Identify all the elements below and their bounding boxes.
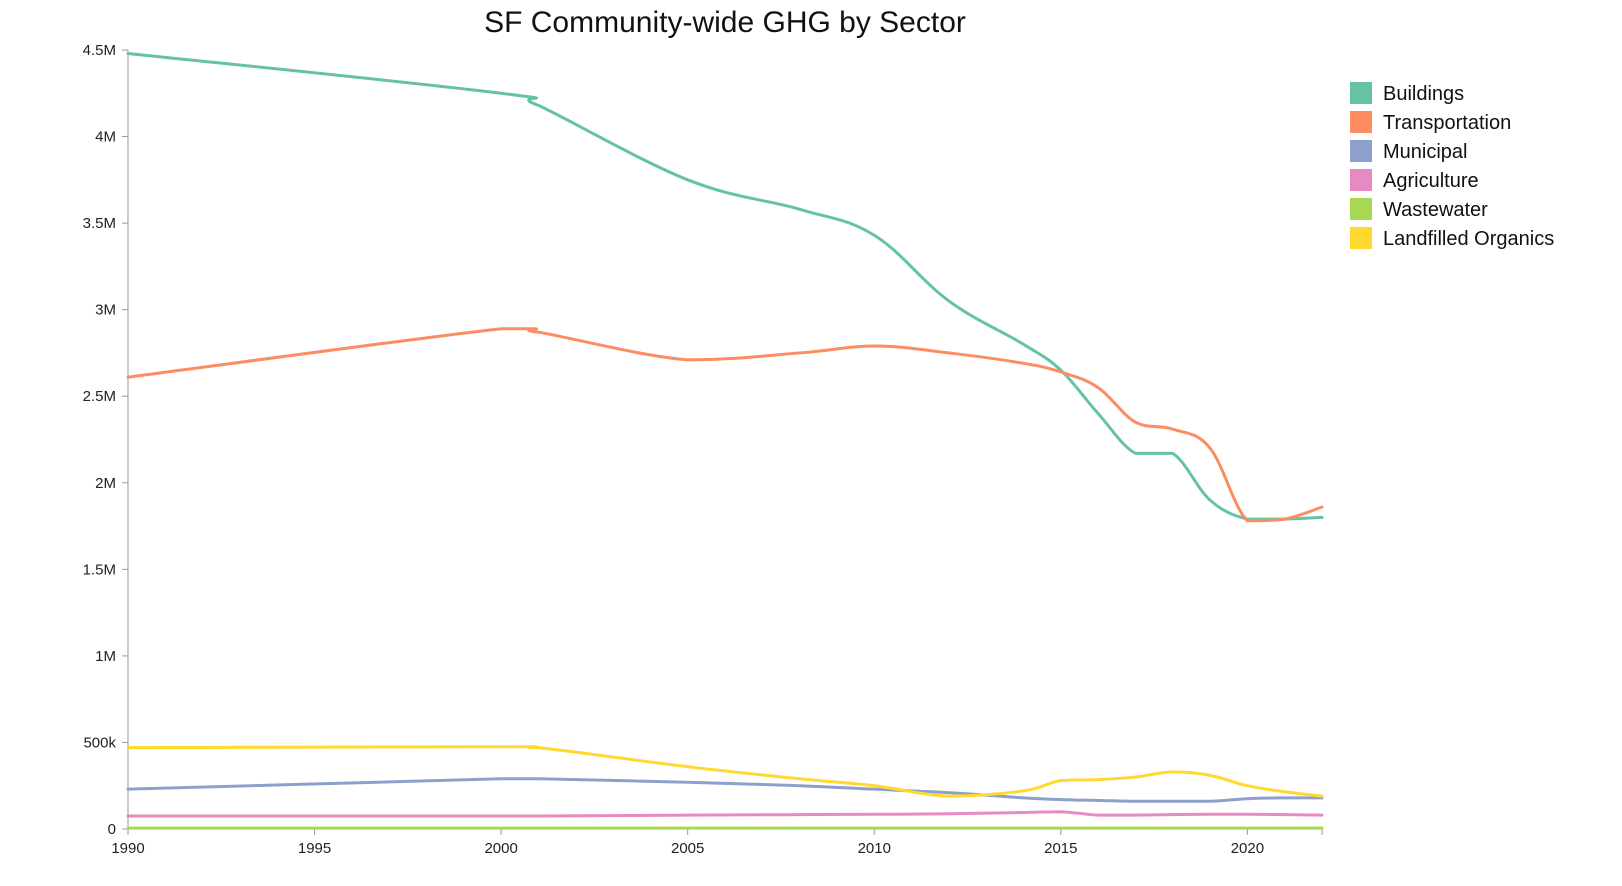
x-tick-label: 1995 [298,840,331,857]
legend-label-agriculture: Agriculture [1383,170,1479,192]
y-tick-label: 0 [108,821,116,838]
series-line-transportation [126,327,1324,523]
x-tick-label: 2005 [671,840,704,857]
x-tick-label: 1990 [111,840,144,857]
x-tick-label: 2010 [858,840,891,857]
legend-label-municipal: Municipal [1383,141,1467,163]
series-line-buildings [126,51,1324,521]
legend-label-transportation: Transportation [1383,112,1511,134]
y-tick-label: 1.5M [83,561,116,578]
y-tick-label: 2M [95,475,116,492]
chart-title: SF Community-wide GHG by Sector [484,6,966,39]
y-tick-label: 500k [83,734,116,751]
y-tick-label: 4M [95,129,116,146]
y-tick-label: 2.5M [83,388,116,405]
y-tick-label: 3M [95,302,116,319]
legend-swatch-municipal [1350,140,1372,162]
series-line-municipal [126,777,1324,803]
legend-label-landfilled-organics: Landfilled Organics [1383,228,1554,250]
legend-label-wastewater: Wastewater [1383,199,1488,221]
x-tick-label: 2000 [484,840,517,857]
legend-swatch-agriculture [1350,169,1372,191]
y-tick-label: 1M [95,648,116,665]
series-line-landfilled-organics [126,745,1324,798]
legend-swatch-landfilled-organics [1350,227,1372,249]
legend-swatch-transportation [1350,111,1372,133]
legend-label-buildings: Buildings [1383,83,1464,105]
x-tick-label: 2015 [1044,840,1077,857]
x-tick-label: 2020 [1231,840,1264,857]
legend: Buildings Transportation Municipal Agricult… [1350,82,1554,250]
y-tick-label: 3.5M [83,215,116,232]
series-line-agriculture [126,810,1324,818]
axes: 0 500k 1M 1.5M 2M 2.5M 3M 3.5M 4M 4.5M 1990 1995 200… [83,42,1323,857]
legend-swatch-buildings [1350,82,1372,104]
legend-swatch-wastewater [1350,198,1372,220]
y-tick-label: 4.5M [83,42,116,59]
plot-area [126,51,1324,830]
